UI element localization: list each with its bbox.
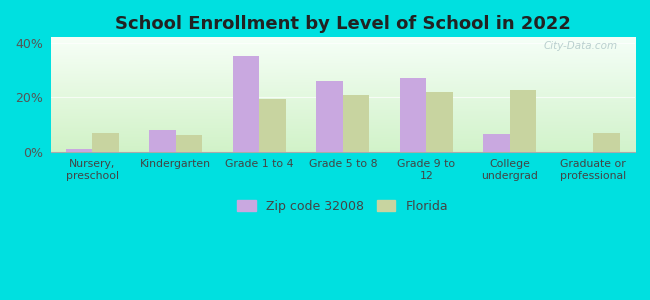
Bar (92, 133, 119, 152)
Text: City-Data.com: City-Data.com (543, 41, 618, 51)
Bar (66, 149, 92, 152)
Bar (149, 130, 176, 152)
Bar (176, 136, 203, 152)
Bar (593, 133, 620, 152)
Bar (343, 94, 369, 152)
Bar (316, 81, 343, 152)
Bar (259, 99, 286, 152)
Bar (510, 91, 536, 152)
Bar (483, 134, 510, 152)
Legend: Zip code 32008, Florida: Zip code 32008, Florida (233, 195, 453, 218)
Bar (400, 78, 426, 152)
Title: School Enrollment by Level of School in 2022: School Enrollment by Level of School in … (115, 15, 571, 33)
Bar (426, 92, 453, 152)
Bar (233, 56, 259, 152)
